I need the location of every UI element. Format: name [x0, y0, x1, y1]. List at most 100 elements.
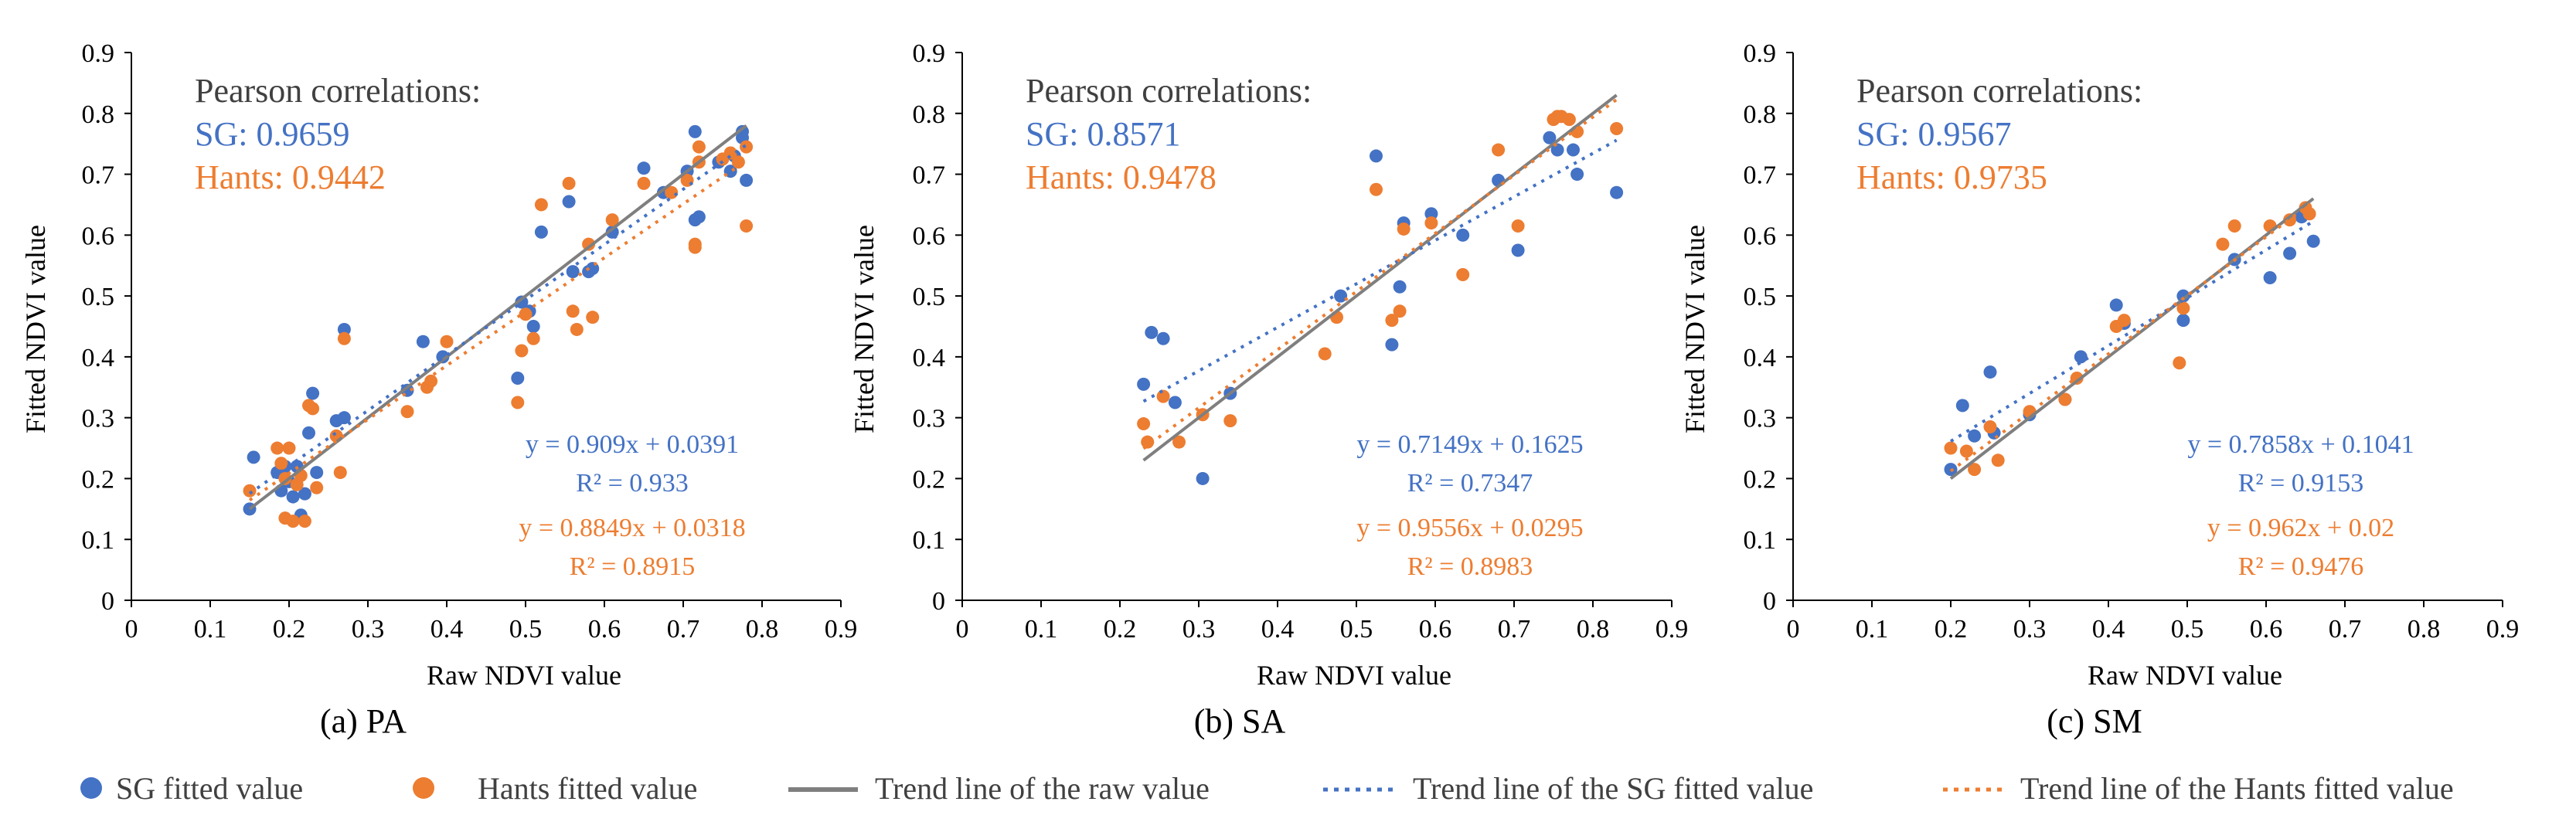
y-tick-label: 0.7	[82, 161, 115, 190]
hants-r-squared: R² = 0.8915	[570, 552, 696, 581]
x-axis-label: Raw NDVI value	[2088, 660, 2282, 691]
x-tick-label: 0.5	[2171, 615, 2204, 644]
hants-point	[2227, 219, 2241, 233]
legend-hants-marker	[413, 777, 434, 799]
hants-point	[1393, 304, 1407, 318]
hants-point	[1385, 314, 1399, 328]
y-axis-label: Fitted NDVI value	[849, 225, 880, 433]
sg-point	[2074, 350, 2088, 364]
hants-r-squared: R² = 0.8983	[1407, 552, 1533, 581]
y-tick-label: 0.4	[913, 344, 946, 372]
sg-point	[534, 225, 548, 239]
x-tick-label: 0.1	[194, 615, 227, 644]
y-tick-label: 0.8	[913, 100, 946, 129]
sg-point	[515, 295, 529, 309]
hants-point	[2283, 213, 2297, 227]
hants-point	[2117, 314, 2131, 328]
sg-point	[1168, 396, 1182, 409]
sg-point	[1456, 228, 1470, 242]
hants-point	[740, 219, 754, 233]
sg-point	[2176, 314, 2190, 328]
x-tick-label: 0.1	[1025, 615, 1058, 644]
panel-title: (c) SM	[2047, 702, 2142, 740]
sg-point	[2306, 234, 2320, 248]
hants-point	[1959, 444, 1973, 458]
hants-point	[243, 484, 257, 498]
y-tick-label: 0.5	[913, 283, 946, 311]
pearson-sg: SG: 0.9567	[1856, 115, 2011, 153]
sg-point	[736, 124, 749, 138]
sg-point	[302, 426, 315, 440]
pearson-hants: Hants: 0.9735	[1856, 158, 2047, 196]
y-tick-label: 0.9	[1744, 39, 1777, 68]
x-tick-label: 0.3	[2013, 615, 2047, 644]
hants-point	[1456, 268, 1470, 282]
sg-point	[1196, 471, 1210, 485]
sg-point	[562, 195, 576, 209]
raw-trend-line	[1949, 197, 2315, 481]
sg-point	[688, 124, 702, 138]
hants-point	[1944, 441, 1958, 455]
sg-trend-line	[1142, 138, 1618, 403]
hants-point	[2058, 392, 2072, 406]
pearson-title: Pearson correlations:	[1856, 72, 2142, 110]
hants-r-squared: R² = 0.9476	[2238, 552, 2364, 581]
hants-point	[2173, 356, 2186, 370]
x-tick-label: 0.4	[2092, 615, 2125, 644]
pearson-sg: SG: 0.9659	[195, 115, 349, 153]
sg-r-squared: R² = 0.9153	[2238, 469, 2364, 498]
y-tick-label: 0.5	[1744, 283, 1777, 311]
hants-point	[274, 457, 288, 470]
pearson-title: Pearson correlations:	[195, 72, 481, 110]
sg-point	[1145, 325, 1159, 339]
hants-point	[282, 441, 296, 455]
sg-point	[310, 466, 324, 480]
sg-point	[2263, 270, 2277, 284]
sg-point	[2283, 246, 2297, 260]
y-tick-label: 0.4	[1744, 344, 1777, 372]
x-tick-label: 0.2	[1104, 615, 1137, 644]
legend-hants-label: Hants fitted value	[478, 771, 697, 806]
sg-point	[298, 487, 311, 501]
hants-point	[400, 405, 414, 419]
raw-trend-line	[248, 124, 747, 511]
x-tick-label: 0	[1787, 615, 1800, 644]
hants-point	[1397, 222, 1411, 236]
hants-point	[1492, 143, 1506, 157]
hants-point	[566, 304, 580, 318]
y-tick-label: 0.8	[1744, 100, 1777, 129]
sg-point	[2176, 289, 2190, 303]
raw-trend-line	[1142, 93, 1618, 462]
x-tick-label: 0.2	[273, 615, 306, 644]
x-tick-label: 0.8	[1577, 615, 1610, 644]
sg-equation: y = 0.909x + 0.0391	[526, 430, 739, 459]
panel-sm: Pearson correlations: SG: 0.9567 Hants: …	[1679, 39, 2519, 740]
x-axis-label: Raw NDVI value	[427, 660, 621, 691]
hants-point	[519, 307, 533, 321]
legend-hants-trend-label: Trend line of the Hants fitted value	[2020, 771, 2454, 806]
hants-point	[1172, 435, 1186, 449]
x-tick-label: 0.6	[2250, 615, 2283, 644]
sg-point	[1385, 338, 1399, 352]
x-tick-label: 0	[125, 615, 138, 644]
panel-sa: Pearson correlations: SG: 0.8571 Hants: …	[849, 39, 1688, 740]
y-tick-label: 0.9	[82, 39, 115, 68]
sg-point	[2109, 298, 2123, 312]
x-tick-label: 0.4	[1261, 615, 1295, 644]
hants-point	[688, 237, 702, 251]
sg-point	[306, 386, 320, 400]
y-axis-label: Fitted NDVI value	[1679, 225, 1710, 433]
x-tick-label: 0.3	[1183, 615, 1216, 644]
x-tick-label: 0.8	[746, 615, 779, 644]
y-tick-label: 0	[101, 587, 114, 616]
y-tick-label: 0.1	[1744, 526, 1777, 555]
hants-point	[1424, 216, 1438, 230]
legend: SG fitted value Hants fitted value Trend…	[80, 771, 2454, 806]
sg-r-squared: R² = 0.933	[576, 469, 689, 498]
x-tick-label: 0.3	[352, 615, 385, 644]
hants-point	[515, 344, 529, 358]
hants-point	[1137, 417, 1151, 431]
hants-point	[298, 515, 311, 528]
x-tick-label: 0.5	[1340, 615, 1373, 644]
sg-r-squared: R² = 0.7347	[1407, 469, 1533, 498]
